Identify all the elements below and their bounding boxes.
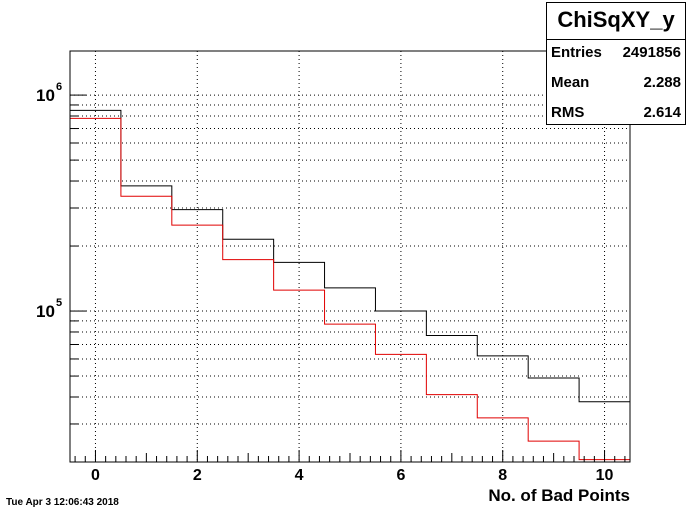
stats-label: Entries — [551, 44, 602, 61]
stats-value: 2.614 — [643, 104, 681, 121]
ticks — [70, 94, 626, 463]
x-tick-label: 4 — [295, 467, 304, 484]
stats-title: ChiSqXY_y — [547, 3, 685, 40]
stats-box: ChiSqXY_y Entries 2491856 Mean 2.288 RMS… — [546, 2, 686, 125]
y-tick-label: 10 — [36, 86, 55, 105]
stats-label: Mean — [551, 74, 590, 91]
x-axis-label: No. of Bad Points — [488, 486, 630, 505]
histogram-series-1 — [70, 109, 630, 403]
stats-row-mean: Mean 2.288 — [551, 69, 681, 97]
y-tick-exponent: 6 — [56, 81, 62, 93]
x-tick-label: 10 — [596, 467, 614, 484]
y-tick-label: 10 — [36, 302, 55, 321]
stats-row-rms: RMS 2.614 — [551, 99, 681, 127]
stats-value: 2491856 — [622, 44, 681, 61]
series-layer — [70, 109, 630, 461]
stats-value: 2.288 — [643, 74, 681, 91]
stats-label: RMS — [551, 104, 585, 121]
y-tick-exponent: 5 — [56, 297, 62, 309]
histogram-series-2 — [70, 117, 630, 461]
x-tick-label: 0 — [91, 467, 100, 484]
x-tick-label: 6 — [396, 467, 405, 484]
x-tick-label: 2 — [193, 467, 202, 484]
stats-row-entries: Entries 2491856 — [551, 39, 681, 67]
x-tick-label: 8 — [498, 467, 507, 484]
timestamp: Tue Apr 3 12:06:43 2018 — [6, 497, 119, 508]
